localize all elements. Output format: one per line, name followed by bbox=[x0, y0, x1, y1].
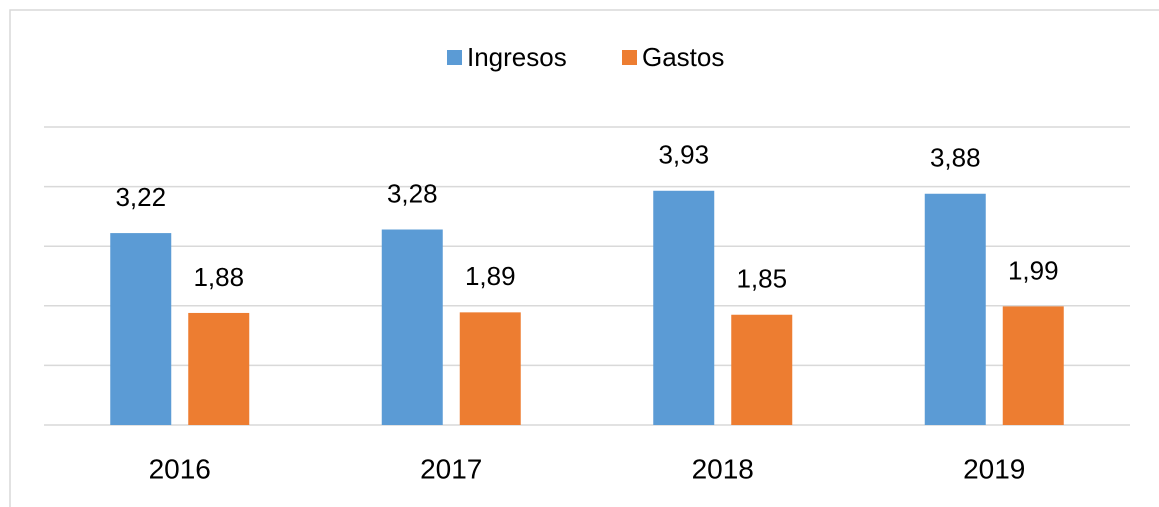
data-label: 3,88 bbox=[930, 143, 981, 173]
bar bbox=[924, 193, 986, 425]
legend-label: Gastos bbox=[642, 42, 724, 72]
data-label: 1,89 bbox=[465, 261, 516, 291]
data-label: 3,28 bbox=[387, 178, 438, 208]
bar bbox=[188, 312, 250, 425]
data-label: 1,99 bbox=[1008, 255, 1059, 285]
bar bbox=[459, 312, 521, 425]
legend-label: Ingresos bbox=[467, 42, 567, 72]
x-tick-label: 2018 bbox=[692, 453, 754, 484]
x-tick-label: 2016 bbox=[149, 453, 211, 484]
bar bbox=[381, 229, 443, 425]
legend-swatch bbox=[622, 50, 637, 65]
bar bbox=[731, 314, 793, 425]
bar bbox=[110, 233, 172, 425]
bar bbox=[653, 190, 715, 425]
data-label: 1,88 bbox=[193, 262, 244, 292]
legend-swatch bbox=[447, 50, 462, 65]
data-label: 3,22 bbox=[115, 182, 166, 212]
chart-frame bbox=[9, 9, 1159, 507]
data-label: 1,85 bbox=[736, 264, 787, 294]
x-tick-label: 2019 bbox=[963, 453, 1025, 484]
data-label: 3,93 bbox=[658, 140, 709, 170]
bar bbox=[1002, 306, 1064, 425]
x-tick-label: 2017 bbox=[420, 453, 482, 484]
